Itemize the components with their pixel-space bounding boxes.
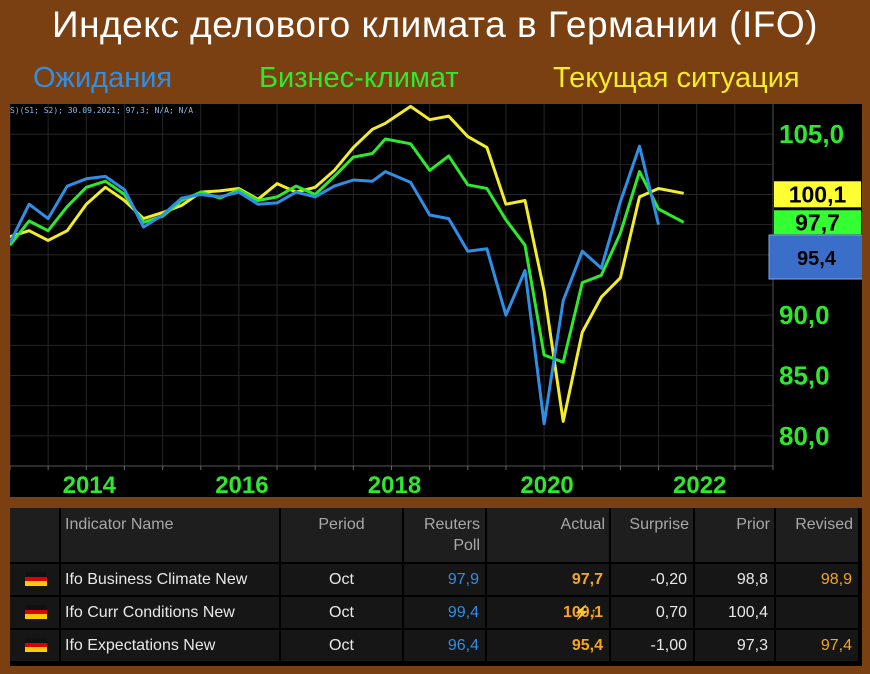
flag-cell (10, 597, 59, 628)
y-tick-label: 85,0 (779, 361, 830, 391)
value-label-box (774, 210, 861, 235)
indicator-name: Ifo Business Climate New (61, 564, 279, 595)
revised: 97,4 (776, 630, 858, 661)
x-tick-label: 2020 (520, 472, 573, 497)
header-indicator-name: Indicator Name (61, 508, 279, 562)
header-reuters-poll: Reuters Poll (404, 508, 485, 562)
indicator-table: Indicator Name Period Reuters Poll Actua… (10, 508, 862, 666)
header-surprise: Surprise (611, 508, 693, 562)
table-row[interactable]: Ifo Expectations New Oct 96,4 95,4 -1,00… (10, 630, 862, 661)
x-tick-label: 2022 (673, 472, 726, 497)
header-revised: Revised (776, 508, 858, 562)
actual-value: 100,1 (562, 604, 603, 621)
reuters-poll: 96,4 (404, 630, 485, 661)
legend-business-climate: Бизнес-климат (259, 62, 459, 94)
y-tick-label: 80,0 (779, 421, 830, 451)
actual: ⚡↑ 100,1 (487, 597, 609, 628)
x-tick-label: 2014 (63, 472, 117, 497)
series-line (10, 144, 660, 426)
x-tick-label: 2016 (215, 472, 268, 497)
line-chart: 80,0 85,0 90,0 105,0 2014 2016 2018 2020 2022 100… (10, 104, 862, 497)
value-label: 97,7 (795, 209, 840, 235)
lightning-arrow-icon: ⚡↑ (573, 604, 598, 620)
x-tick-label: 2018 (368, 472, 421, 497)
prior: 98,8 (695, 564, 774, 595)
surprise: 0,70 (611, 597, 693, 628)
surprise: -0,20 (611, 564, 693, 595)
reuters-poll: 99,4 (404, 597, 485, 628)
germany-flag-icon (25, 638, 47, 652)
header-flag (10, 508, 59, 562)
legend: Ожидания Бизнес-климат Текущая ситуация (0, 62, 870, 100)
value-label-box (768, 234, 862, 280)
legend-expectations: Ожидания (33, 62, 173, 94)
actual: 95,4 (487, 630, 609, 661)
flag-cell (10, 630, 59, 661)
header-prior: Prior (695, 508, 774, 562)
value-label-box (774, 181, 861, 208)
legend-current-situation: Текущая ситуация (553, 62, 800, 94)
y-tick-label: 105,0 (779, 119, 844, 149)
indicator-name: Ifo Expectations New (61, 630, 279, 661)
germany-flag-icon (25, 605, 47, 619)
actual: 97,7 (487, 564, 609, 595)
header-actual: Actual (487, 508, 609, 562)
series-line (10, 137, 685, 364)
chart-note: S)(S1; S2); 30.09.2021; 97,3; N/A; N/A (10, 106, 194, 115)
revised (776, 597, 858, 628)
period: Oct (281, 630, 402, 661)
table-row[interactable]: Ifo Business Climate New Oct 97,9 97,7 -… (10, 564, 862, 595)
value-label: 95,4 (797, 248, 837, 270)
prior: 100,4 (695, 597, 774, 628)
chart-svg: 80,0 85,0 90,0 105,0 2014 2016 2018 2020 2022 100… (10, 104, 862, 497)
period: Oct (281, 564, 402, 595)
header-period: Period (281, 508, 402, 562)
prior: 97,3 (695, 630, 774, 661)
table-row[interactable]: Ifo Curr Conditions New Oct 99,4 ⚡↑ 100,… (10, 597, 862, 628)
flag-cell (10, 564, 59, 595)
period: Oct (281, 597, 402, 628)
surprise: -1,00 (611, 630, 693, 661)
page-title: Индекс делового климата в Германии (IFO) (52, 4, 818, 45)
y-tick-label: 90,0 (779, 300, 830, 330)
revised: 98,9 (776, 564, 858, 595)
value-label: 100,1 (789, 181, 847, 207)
reuters-poll: 97,9 (404, 564, 485, 595)
series-line (10, 104, 684, 423)
germany-flag-icon (25, 572, 47, 586)
indicator-name: Ifo Curr Conditions New (61, 597, 279, 628)
